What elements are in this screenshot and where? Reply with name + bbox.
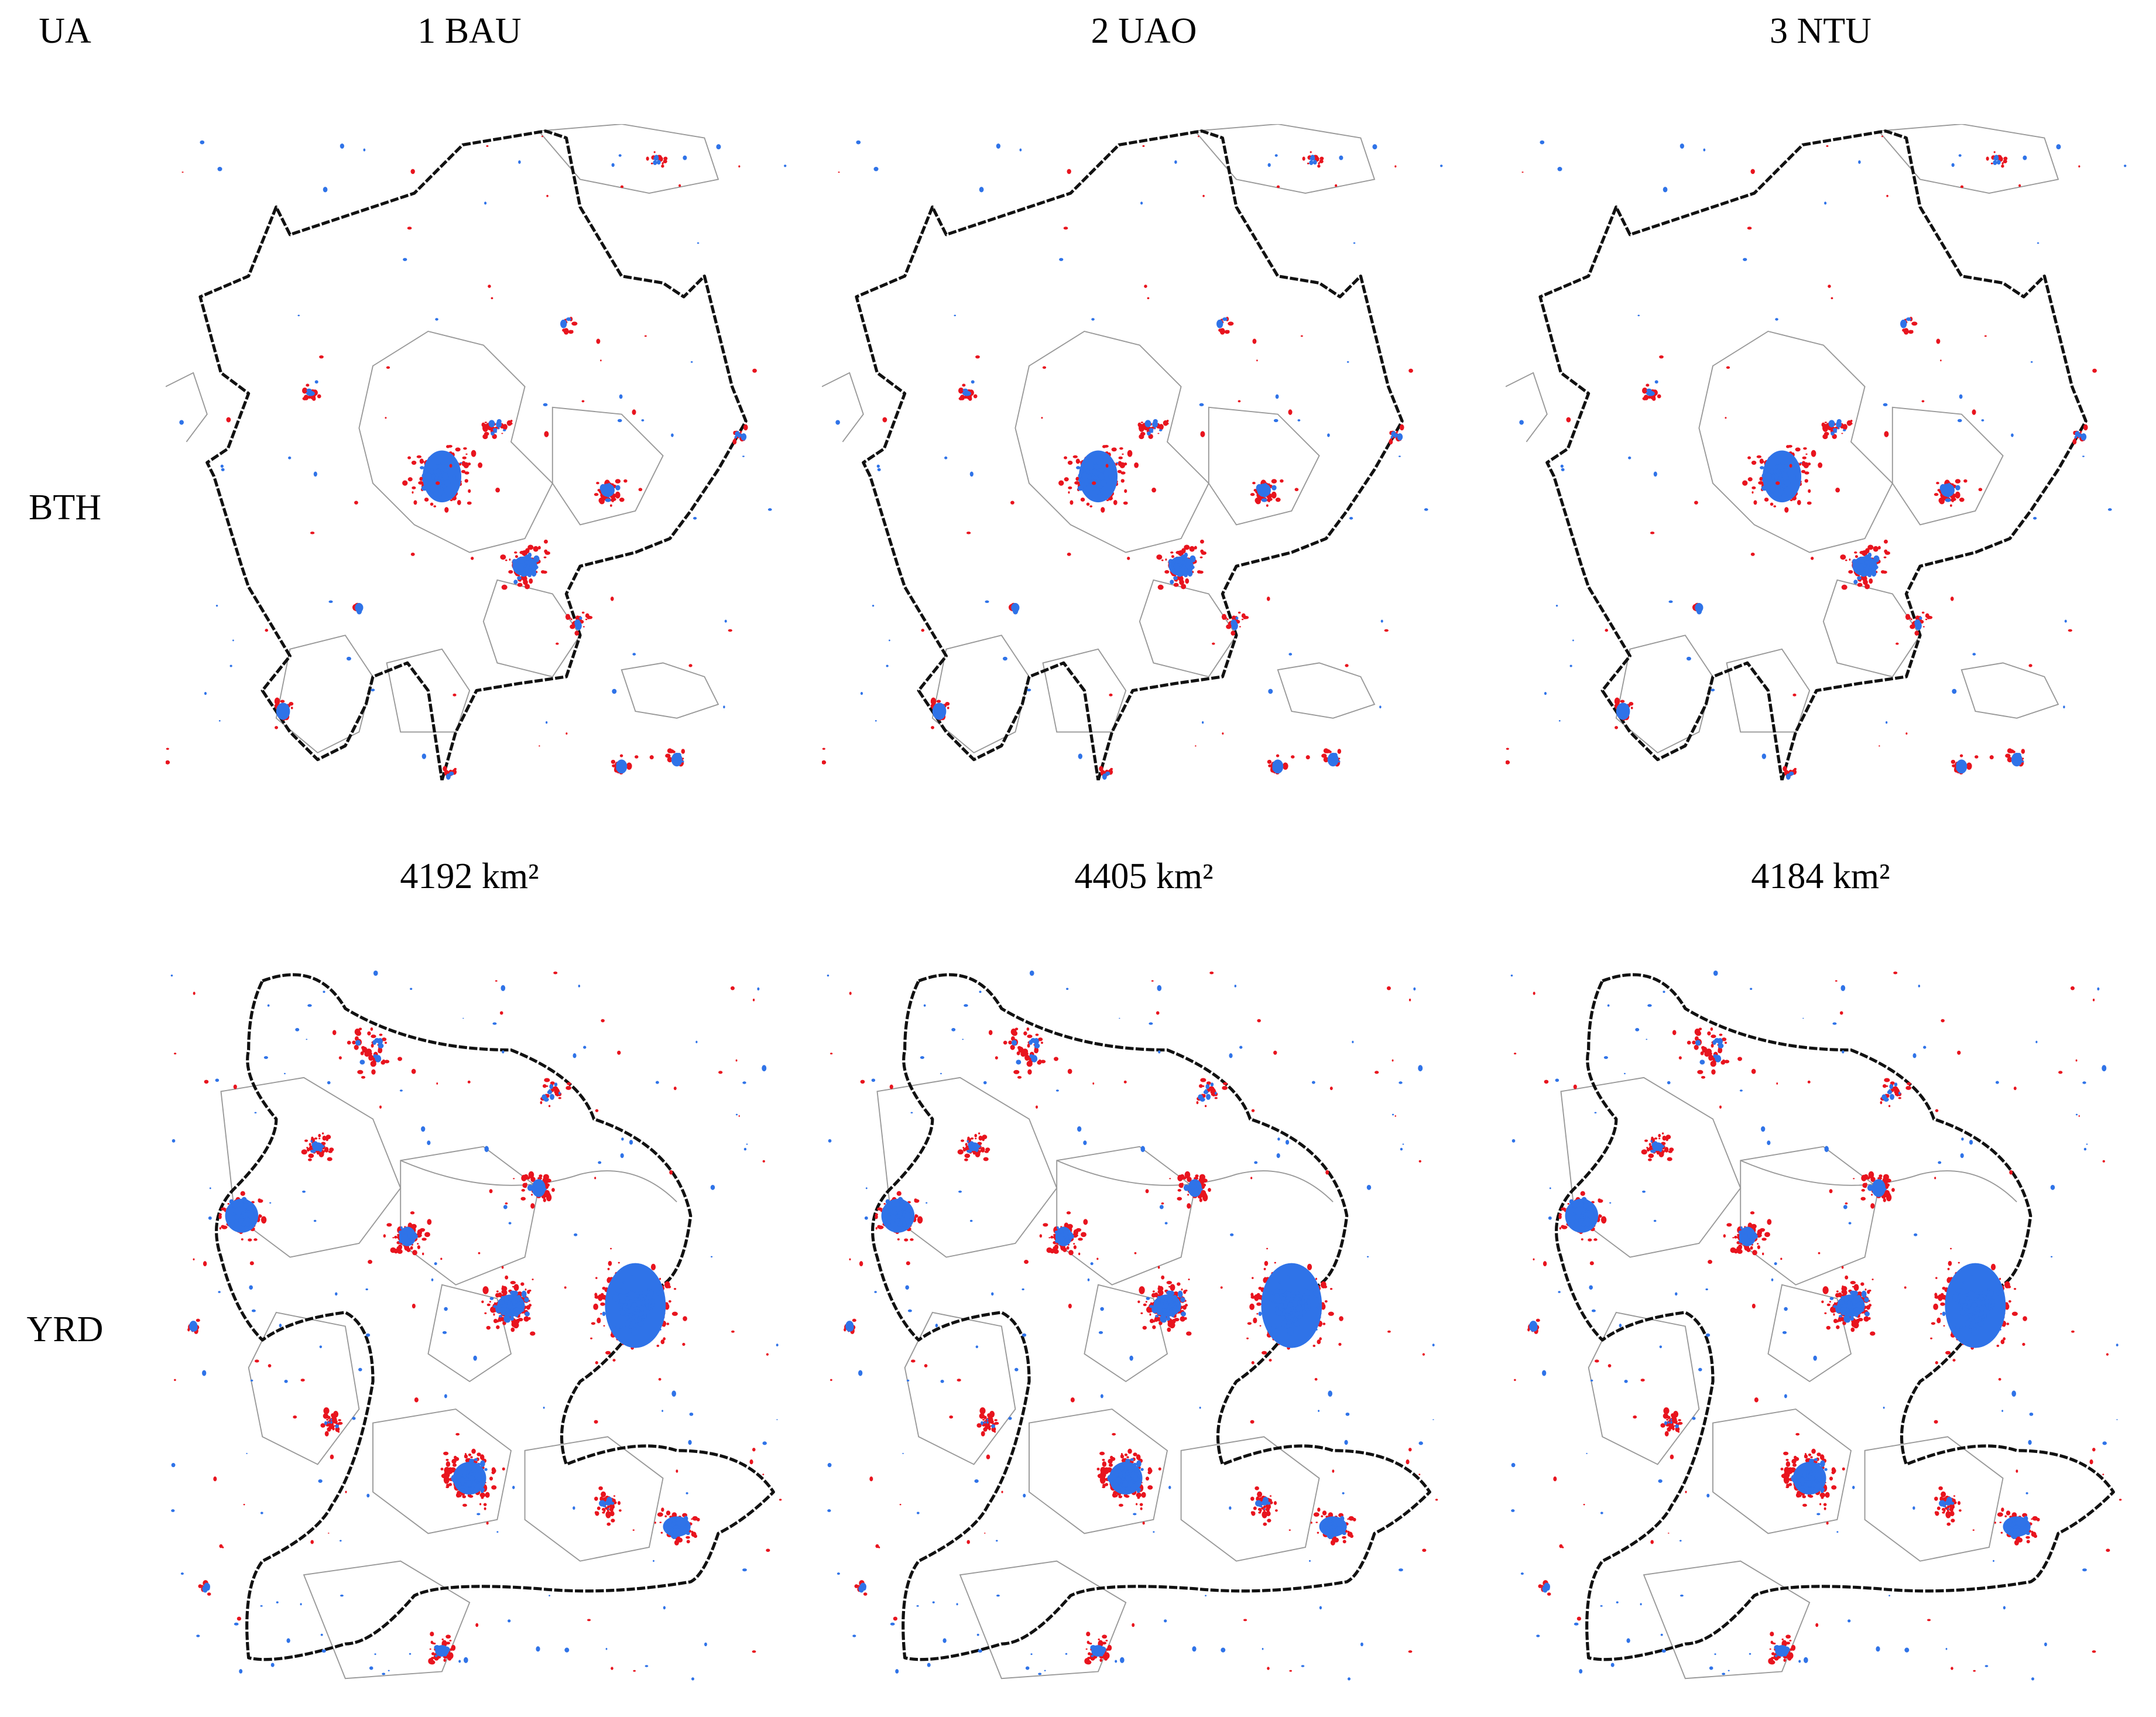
area-label: 4192 km² — [400, 856, 539, 896]
column-title: 3 NTU — [1770, 11, 1871, 51]
map-panel — [821, 124, 1442, 780]
map-panel — [1505, 124, 2126, 780]
column-title: 2 UAO — [1091, 11, 1197, 51]
area-label: 4405 km² — [1074, 856, 1213, 896]
map-panel — [1511, 971, 2122, 1681]
map-panel — [165, 124, 786, 780]
corner-label: UA — [39, 11, 91, 51]
map-panel — [171, 971, 782, 1681]
column-title: 1 BAU — [417, 11, 521, 51]
area-label: 4184 km² — [1751, 856, 1890, 896]
map-panel — [827, 971, 1438, 1681]
row-label: YRD — [27, 1310, 104, 1349]
row-label: BTH — [29, 488, 101, 527]
